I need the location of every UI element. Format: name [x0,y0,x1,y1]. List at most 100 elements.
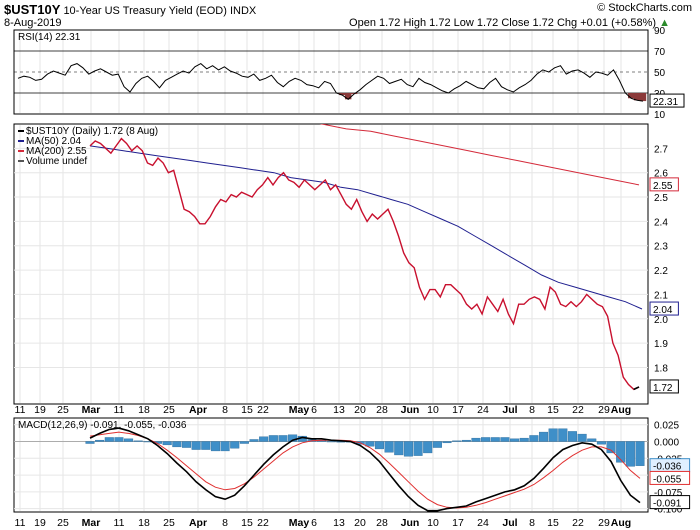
macd-x-tick: Apr [189,517,207,529]
macd-end-label: -0.091 [653,499,682,510]
macd-x-tick: 17 [452,517,464,529]
legend-entry: MA(50) 2.04 [26,136,81,147]
macd-x-tick: 15 [241,517,253,529]
macd-histogram-bar [374,441,384,450]
macd-histogram-bar [577,433,587,442]
macd-histogram-bar [587,438,597,442]
price-y-tick: 2.5 [654,193,668,204]
macd-histogram-bar [423,441,433,454]
macd-x-tick: 20 [354,517,366,529]
price-x-tick: 11 [15,404,26,416]
price-x-tick: Jul [502,404,517,416]
price-y-tick: 2.0 [654,315,668,326]
legend-entry: Volume undef [26,156,87,167]
macd-end-label: -0.036 [653,462,682,473]
quote-values: Open 1.72 High 1.72 Low 1.72 Close 1.72 … [349,17,657,29]
macd-x-tick: Jun [401,517,420,529]
macd-histogram-bar [210,441,220,452]
macd-histogram-bar [567,431,577,442]
macd-histogram-bar [606,441,616,454]
price-x-tick: 24 [477,404,489,416]
price-x-tick: 17 [452,404,464,416]
macd-x-tick: 25 [163,517,175,529]
ma50-end-label: 2.04 [653,305,673,316]
price-x-tick: Jun [401,404,420,416]
macd-x-tick: 15 [547,517,559,529]
exchange: INDX [229,5,257,17]
price-x-tick: 10 [427,404,439,416]
rsi-y-tick: 90 [654,26,666,37]
macd-histogram-bar [230,441,240,449]
macd-histogram-bar [625,441,635,467]
macd-x-tick: 8 [222,517,228,529]
price-y-tick: 1.8 [654,363,668,374]
price-y-tick: 2.3 [654,242,668,253]
macd-histogram-bar [432,441,442,448]
macd-histogram-bar [278,435,288,442]
chart-date: 8-Aug-2019 [4,17,62,29]
price-x-tick: 29 [598,404,610,416]
macd-x-tick: 11 [114,517,125,529]
macd-histogram-bar [326,441,336,443]
price-y-tick: 2.2 [654,266,668,277]
macd-x-tick: 22 [257,517,269,529]
price-y-tick: 2.4 [654,217,668,228]
price-y-tick: 1.9 [654,339,668,350]
macd-histogram-bar [85,441,95,444]
price-frame [13,123,649,405]
price-x-tick: Mar [82,404,101,416]
price-x-tick: 13 [333,404,345,416]
rsi-oversold-fill [639,93,647,102]
macd-histogram-bar [394,441,404,456]
macd-x-tick: 13 [333,517,345,529]
price-end-label-box [649,379,679,394]
macd-histogram-bar [538,431,549,442]
macd-x-tick: 22 [572,517,584,529]
instrument-name: 10-Year US Treasury Yield (EOD) [63,5,227,17]
macd-x-tick: Aug [611,517,631,529]
macd-histogram-bar [616,441,626,463]
rsi-last-value-box [649,93,685,108]
price-x-tick: 11 [114,404,125,416]
macd-histogram-bar [259,436,269,442]
macd-histogram-bar [403,441,413,457]
quote-line: Open 1.72 High 1.72 Low 1.72 Close 1.72 … [349,17,670,29]
up-arrow-icon: ▲ [659,17,670,29]
chart-title: $UST10Y 10-Year US Treasury Yield (EOD) … [4,2,256,17]
macd-x-tick: 24 [477,517,489,529]
symbol: $UST10Y [4,2,61,17]
macd-x-tick: 25 [57,517,69,529]
price-series-group [89,124,643,391]
price-y-tick: 2.6 [654,169,668,180]
macd-y-tick: 0.000 [654,438,679,449]
macd-histogram-bar [104,437,114,442]
watermark: © StockCharts.com [597,2,692,14]
price-x-tick: 19 [34,404,46,416]
macd-histogram-bar [288,434,298,442]
price-end-label: 1.72 [653,383,673,394]
rsi-title: RSI(14) 22.31 [18,32,81,43]
macd-end-label: -0.055 [653,474,682,485]
macd-histogram-bar [500,437,510,442]
price-y-tick: 2.1 [654,290,668,301]
price-x-tick: 15 [547,404,559,416]
rsi-oversold-fill [339,93,346,96]
macd-histogram-bar [114,437,124,442]
macd-histogram-bar [558,428,568,442]
macd-x-tick: 29 [598,517,610,529]
macd-histogram-bar [529,435,539,442]
macd-histogram-bar [510,438,520,442]
ma200-end-label-box [649,177,679,192]
macd-x-tick: 28 [376,517,388,529]
macd-y-tick: -0.100 [654,505,683,516]
price-x-tick: 15 [241,404,253,416]
rsi-oversold-fill [344,93,352,100]
macd-histogram-bar [596,441,606,445]
macd-histogram-bar [249,439,259,442]
macd-y-tick: -0.075 [654,488,683,499]
price-y-tick: 2.7 [654,144,668,155]
macd-histogram-bar [548,428,558,442]
price-x-tick: 20 [354,404,366,416]
macd-histogram-bar [95,439,105,442]
